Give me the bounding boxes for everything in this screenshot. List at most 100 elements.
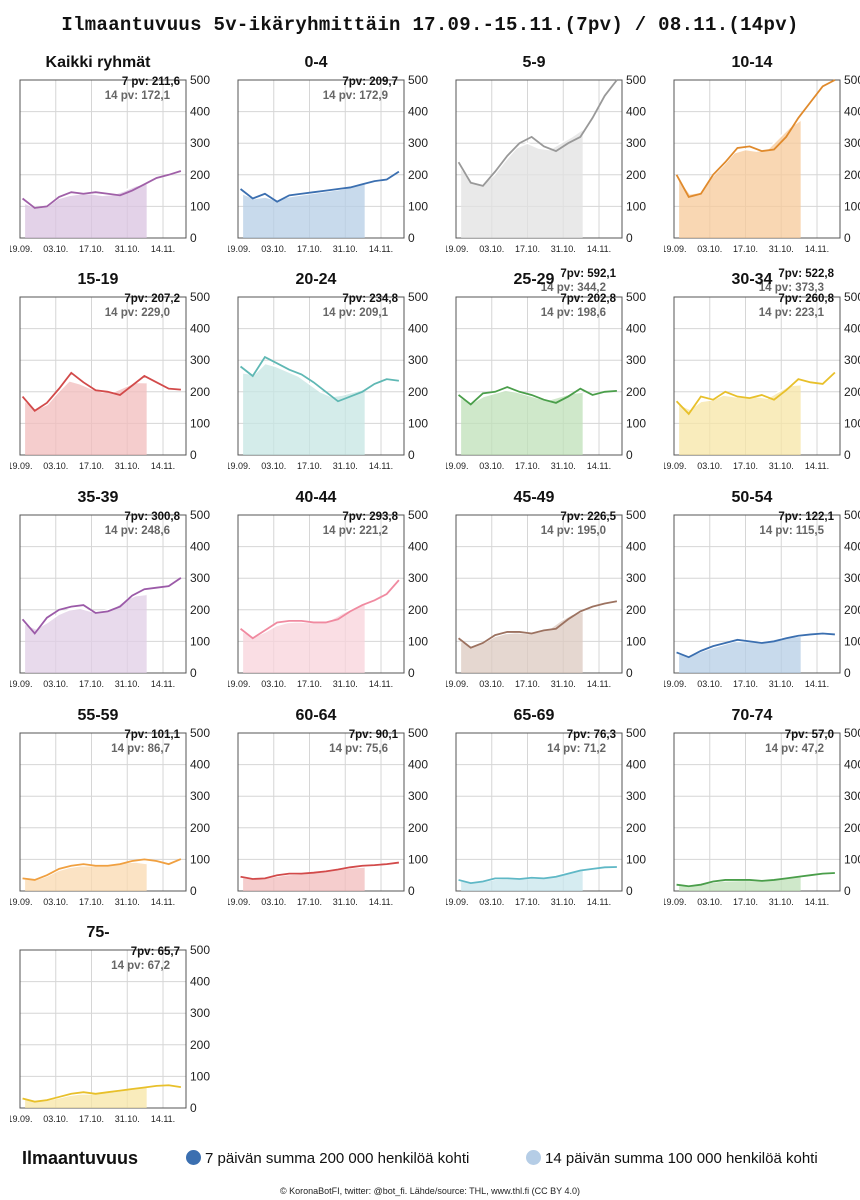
y-tick-label: 400 [408,758,428,772]
y-tick-label: 500 [408,290,428,304]
x-tick-label: 14.11. [151,679,175,689]
panel-title: 45-49 [513,489,555,506]
series-7pv-line [22,170,182,209]
series-7pv-line [458,600,618,649]
series-7pv-line [22,858,182,881]
x-tick-label: 17.10. [79,1114,104,1124]
y-tick-label: 200 [844,603,860,617]
series-7pv-line [458,386,617,406]
x-tick-label: 19.09. [446,679,469,689]
y-tick-label: 300 [408,353,428,367]
x-tick-label: 14.11. [805,679,829,689]
chart-plot: 0 100 200 300 400 500 19.09. 03.10. 17.10. 31.10.… [446,726,646,907]
plot-frame [455,732,623,892]
panel-title: 75- [86,924,110,941]
value-7pv-label: 7pv: 57,0 [784,729,834,741]
y-tick-label: 200 [408,168,428,182]
x-tick-label: 17.10. [79,897,104,907]
y-tick-label: 100 [190,1069,210,1083]
value-14pv-label: 14 pv: 115,5 [759,525,824,537]
series-14pv-area [25,1086,147,1108]
y-tick-label: 100 [844,199,860,213]
y-tick-label: 0 [190,448,197,462]
y-tick-label: 400 [844,322,860,336]
y-tick-label: 300 [190,353,210,367]
y-tick-label: 100 [190,852,210,866]
chart-plot: 0 100 200 300 400 500 19.09. 03.10. 17.10. 31.10.… [228,290,428,471]
y-tick-label: 200 [190,603,210,617]
y-tick-label: 0 [626,666,633,680]
y-tick-label: 300 [626,353,646,367]
y-tick-label: 0 [626,884,633,898]
y-tick-label: 500 [408,73,428,87]
y-tick-label: 200 [844,385,860,399]
value-7pv-label: 7pv: 592,1 [560,268,616,280]
y-tick-label: 300 [408,571,428,585]
x-tick-label: 19.09. [10,679,33,689]
x-tick-label: 03.10. [43,244,68,254]
x-tick-label: 17.10. [733,897,758,907]
y-tick-label: 100 [408,634,428,648]
plot-frame [237,732,405,892]
value-7pv-label: 7pv: 522,8 [778,268,834,280]
x-tick-label: 31.10. [333,244,358,254]
x-tick-label: 17.10. [515,679,540,689]
y-tick-label: 300 [626,136,646,150]
y-tick-label: 100 [844,852,860,866]
y-tick-label: 100 [626,199,646,213]
x-tick-label: 03.10. [261,679,286,689]
plot-frame [19,949,187,1109]
y-tick-label: 300 [626,571,646,585]
y-tick-label: 0 [190,666,197,680]
x-tick-label: 31.10. [333,897,358,907]
y-tick-label: 300 [844,571,860,585]
x-tick-label: 19.09. [664,244,687,254]
y-tick-label: 0 [408,448,415,462]
x-tick-label: 14.11. [805,244,829,254]
chart-panel: 0 100 200 300 400 500 19.09. 03.10. 17.10. 31.10.… [10,924,224,1146]
chart-panel: 0 100 200 300 400 500 19.09. 03.10. 17.10. 31.10.… [664,54,860,294]
x-tick-label: 17.10. [515,897,540,907]
x-tick-label: 03.10. [479,679,504,689]
y-tick-label: 300 [190,1006,210,1020]
y-tick-label: 0 [626,448,633,462]
y-tick-label: 0 [190,231,197,245]
value-7pv-label: 7pv: 293,8 [342,511,398,523]
x-tick-label: 19.09. [664,461,687,471]
y-tick-label: 500 [844,290,860,304]
y-tick-label: 500 [626,508,646,522]
y-tick-label: 500 [844,508,860,522]
y-tick-label: 200 [844,168,860,182]
series-14pv-area [461,611,583,673]
y-tick-label: 0 [844,448,851,462]
x-tick-label: 19.09. [446,461,469,471]
x-tick-label: 17.10. [79,461,104,471]
value-14pv-label: 14 pv: 221,2 [322,525,388,537]
y-tick-label: 400 [408,322,428,336]
x-tick-label: 14.11. [369,244,393,254]
series-7pv-line [240,579,400,640]
panel-title: 50-54 [731,489,773,506]
value-14pv-label: 14 pv: 195,0 [540,525,606,537]
y-tick-label: 100 [190,634,210,648]
y-tick-label: 100 [844,634,860,648]
chart-plot: 0 100 200 300 400 500 19.09. 03.10. 17.10. 31.10.… [10,73,210,254]
legend: Ilmaantuvuus 7 päivän summa 200 000 henk… [0,1148,860,1174]
x-tick-label: 17.10. [733,461,758,471]
x-tick-label: 17.10. [297,244,322,254]
y-tick-label: 0 [844,884,851,898]
chart-plot: 0 100 200 300 400 500 19.09. 03.10. 17.10. 31.10.… [446,73,646,254]
y-tick-label: 400 [626,105,646,119]
series-7pv-line [675,79,836,198]
series-14pv-area [679,384,801,455]
x-tick-label: 19.09. [664,897,687,907]
chart-panel: 0 100 200 300 400 500 19.09. 03.10. 17.10. 31.10.… [446,271,660,493]
series-7pv-line [458,866,617,885]
series-14pv-area [679,120,801,238]
y-tick-label: 300 [190,571,210,585]
y-tick-label: 400 [844,758,860,772]
panel-title: 60-64 [295,707,337,724]
x-tick-label: 31.10. [769,461,794,471]
series-7pv-line [22,1084,182,1103]
panel-title: Kaikki ryhmät [45,54,151,71]
